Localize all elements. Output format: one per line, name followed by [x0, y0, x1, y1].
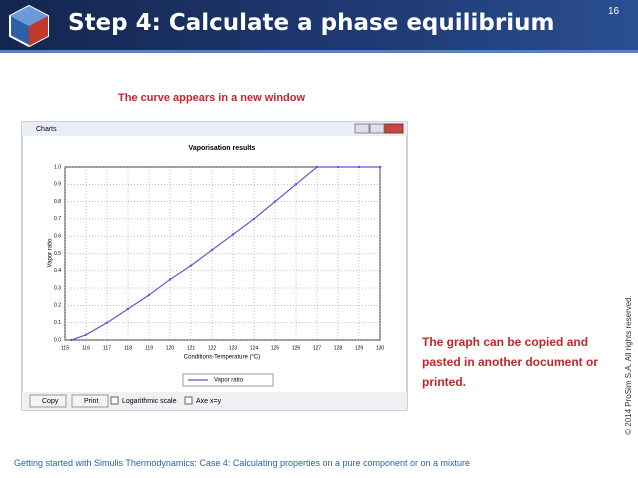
y-tick-label: 1.0 — [54, 164, 61, 170]
x-tick-label: 127 — [313, 345, 322, 351]
data-point — [70, 338, 73, 342]
x-tick-label: 130 — [376, 345, 385, 351]
log-checkbox[interactable] — [110, 396, 119, 405]
x-tick-label: 122 — [208, 345, 217, 351]
minimize-button[interactable] — [354, 123, 370, 134]
y-tick-label: 0.2 — [54, 303, 61, 309]
data-point — [378, 165, 382, 169]
y-tick-label: 0.3 — [54, 285, 61, 291]
y-tick-label: 0.6 — [54, 234, 61, 240]
x-tick-label: 116 — [82, 345, 90, 351]
logo — [9, 4, 49, 48]
maximize-button[interactable] — [369, 123, 385, 134]
x-tick-label: 125 — [271, 345, 280, 351]
x-tick-label: 118 — [124, 345, 132, 351]
x-tick-label: 117 — [103, 345, 111, 351]
legend-label: Vapor ratio — [214, 378, 244, 384]
caption: The curve appears in a new window — [118, 92, 306, 104]
data-point — [210, 248, 214, 252]
print-button[interactable] — [71, 394, 109, 408]
data-point — [294, 183, 298, 186]
x-tick-label: 128 — [334, 345, 343, 351]
data-point — [273, 200, 277, 203]
copy-label: Copy — [42, 398, 59, 405]
y-tick-label: 0.8 — [54, 199, 61, 205]
data-point — [357, 165, 361, 169]
x-tick-label: 120 — [166, 345, 175, 351]
x-tick-label: 123 — [229, 345, 238, 351]
y-tick-label: 0.7 — [54, 216, 61, 222]
copyright: © 2014 ProSim S.A. All rights reserved. — [624, 295, 633, 435]
header-bar — [0, 0, 638, 53]
close-button[interactable] — [384, 123, 404, 134]
window-titlebar — [22, 122, 407, 136]
data-point — [105, 321, 109, 324]
x-tick-label: 126 — [292, 345, 301, 351]
y-axis-label: Vapor ratio — [48, 238, 54, 268]
x-tick-label: 124 — [250, 345, 259, 351]
y-tick-label: 0.4 — [54, 268, 61, 274]
log-label: Logarithmic scale — [122, 398, 177, 405]
data-point — [336, 165, 340, 169]
axe-checkbox[interactable] — [184, 396, 193, 405]
slide-title: Step 4: Calculate a phase equilibrium — [68, 10, 555, 36]
axe-label: Axe x=y — [196, 398, 222, 405]
chart-title: Vaporisation results — [189, 145, 256, 152]
window-frame — [21, 121, 408, 411]
data-line — [71, 166, 380, 341]
y-tick-label: 0.9 — [54, 182, 61, 188]
data-point — [147, 293, 151, 297]
note: The graph can be copied and pasted in an… — [422, 335, 599, 389]
data-point — [315, 165, 319, 169]
y-tick-label: 0.5 — [54, 251, 61, 257]
x-tick-label: 121 — [187, 345, 196, 351]
x-tick-label: 115 — [61, 345, 69, 351]
legend — [182, 373, 274, 387]
page-number: 16 — [608, 6, 620, 17]
copy-button[interactable] — [29, 394, 67, 408]
data-point — [189, 264, 193, 267]
data-point — [126, 307, 130, 311]
data-point — [252, 217, 256, 221]
y-tick-label: 0.0 — [54, 337, 61, 343]
y-tick-label: 0.1 — [54, 320, 61, 326]
data-point — [84, 333, 88, 337]
x-axis-label: Conditions-Temperature (°C) — [184, 355, 260, 361]
data-point — [231, 233, 235, 236]
x-tick-label: 119 — [145, 345, 153, 351]
window-title: Charts — [36, 126, 57, 133]
footer: Getting started with Simulis Thermodynam… — [14, 458, 471, 468]
print-label: Print — [84, 398, 98, 405]
data-point — [168, 278, 172, 281]
x-tick-label: 129 — [355, 345, 364, 351]
